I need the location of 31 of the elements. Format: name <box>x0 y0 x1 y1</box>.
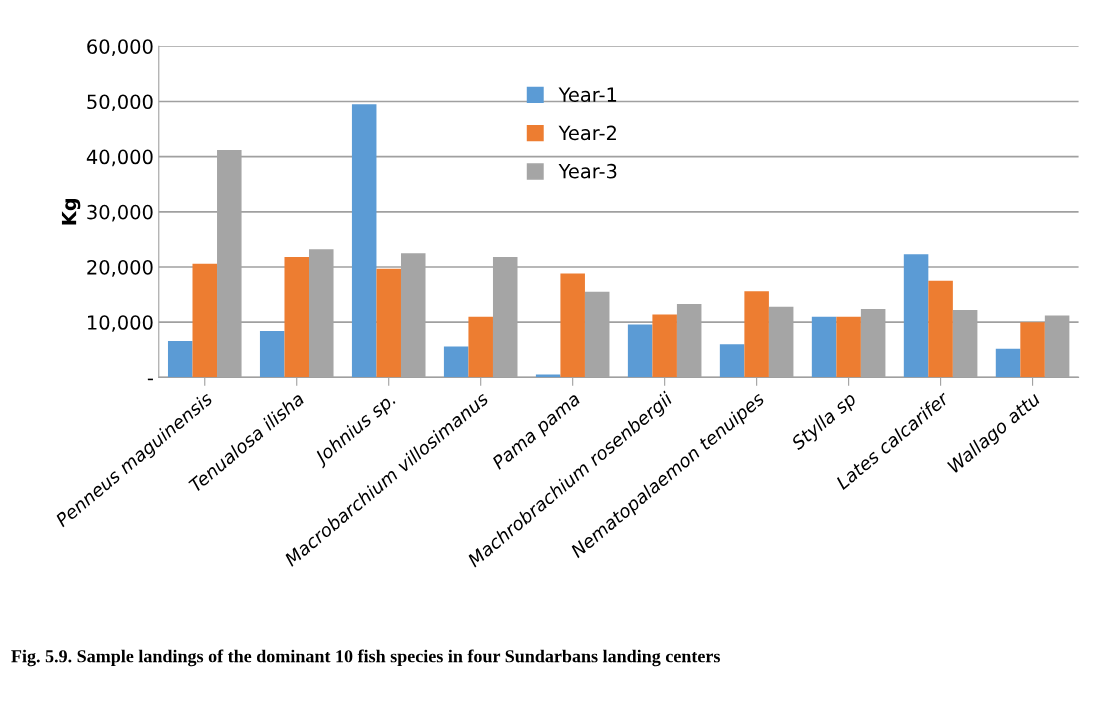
bar <box>903 254 929 378</box>
bar <box>192 263 218 378</box>
bar <box>284 257 310 378</box>
bar <box>259 331 285 378</box>
bar <box>719 344 745 378</box>
y-tick-label: 50,000 <box>87 94 153 112</box>
y-tick-label: 30,000 <box>87 204 153 222</box>
bar <box>836 316 861 378</box>
y-tick-label: 10,000 <box>88 315 153 332</box>
bar <box>167 340 193 378</box>
bar <box>995 348 1021 378</box>
bar <box>652 314 677 378</box>
y-axis-title: Kg <box>61 198 81 225</box>
y-tick-label: 20,000 <box>87 259 153 277</box>
y-tick-label: 60,000 <box>87 39 153 56</box>
caption: Fig. 5.9. Sample landings of the dominant 10 fish species in four Sundarbans landing centers <box>11 649 720 667</box>
bar <box>560 273 585 378</box>
bar <box>1020 322 1045 378</box>
bar <box>376 268 401 378</box>
bar <box>744 291 769 378</box>
y-tick-label: - <box>147 378 153 381</box>
legend-label: Year-1 <box>558 87 617 103</box>
bar <box>627 324 653 378</box>
y-tick-label: 40,000 <box>86 149 153 167</box>
legend-label: Year-3 <box>558 163 617 179</box>
bar <box>351 104 377 378</box>
bar <box>443 346 469 378</box>
legend-label: Year-2 <box>558 125 616 141</box>
bar <box>811 316 837 378</box>
bar <box>928 280 953 378</box>
bar <box>468 316 493 378</box>
